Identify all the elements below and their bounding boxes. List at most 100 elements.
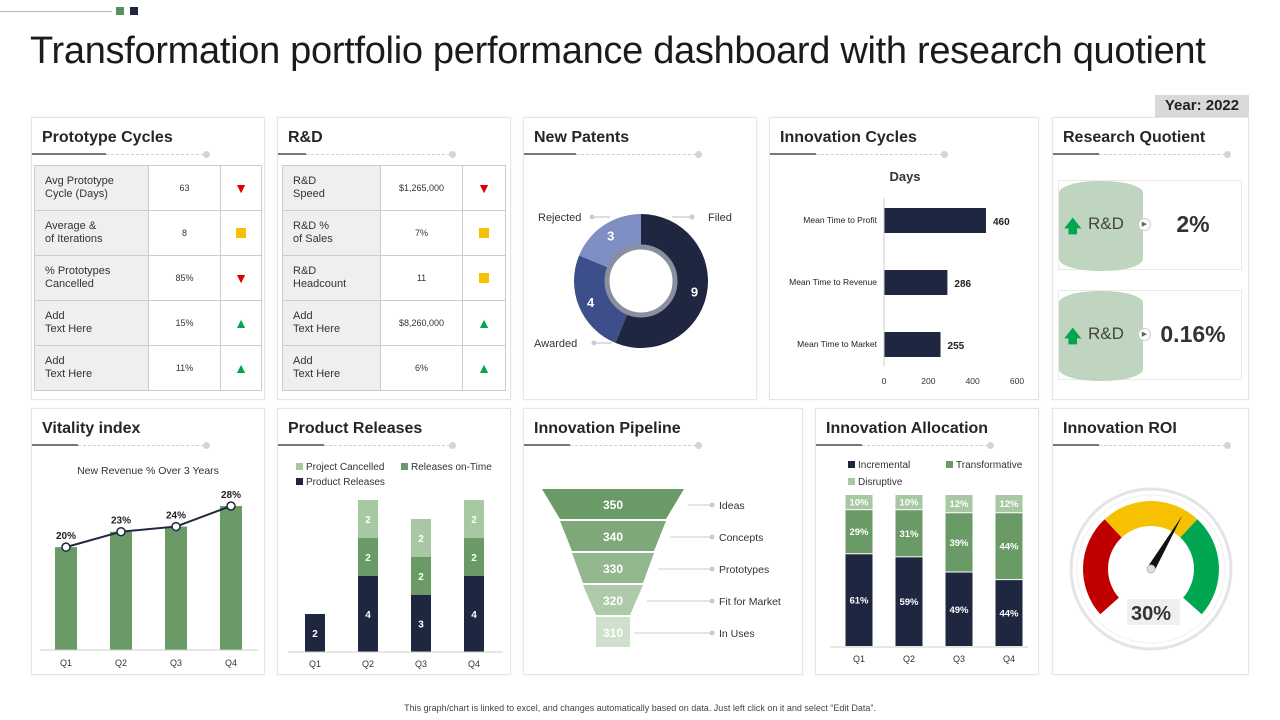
segment-value-label: 2: [312, 629, 318, 640]
funnel-stage-label: In Uses: [719, 628, 755, 640]
kpi-value: 7%: [380, 210, 463, 256]
donut-slice-awarded: [574, 255, 628, 343]
legend-label: Disruptive: [858, 477, 903, 488]
kpi-label-line: of Iterations: [45, 233, 103, 245]
kpi-label: Add Text Here: [282, 345, 381, 391]
segment-value-label: 4: [365, 610, 371, 621]
x-tick-label: Q4: [225, 658, 237, 668]
x-tick-label: Q2: [362, 659, 374, 669]
funnel-stage: [542, 489, 684, 519]
chart-title: Days: [889, 169, 920, 184]
donut-hole: [610, 250, 672, 312]
kpi-label-line: of Sales: [293, 233, 333, 245]
panel-title-dash: [306, 154, 450, 155]
table-row: Add Text Here $8,260,000 ▲: [282, 300, 506, 346]
funnel-value-label: 310: [603, 626, 623, 640]
panel-title-dot: [449, 442, 456, 449]
gauge-band: [1083, 519, 1122, 615]
data-label: 20%: [56, 531, 76, 542]
kpi-label-line: Text Here: [45, 368, 93, 380]
new-patents-donut-chart: 9 4 3 Rejected Filed Awarded: [534, 212, 732, 350]
stack-segment: [945, 572, 973, 646]
legend-swatch: [401, 463, 408, 470]
up-triangle-icon: ▲: [462, 300, 506, 346]
x-tick-label: Q4: [468, 659, 480, 669]
stack-segment: [845, 510, 873, 554]
yellow-square-icon: [462, 255, 506, 301]
down-triangle-icon: ▼: [462, 165, 506, 211]
yellow-square-icon: [220, 210, 262, 256]
x-tick-label: Q2: [903, 654, 915, 664]
vitality-index-chart: New Revenue % Over 3 Years 20% 23% 24% 28% Q1…: [40, 465, 258, 668]
kpi-value: 15%: [148, 300, 221, 346]
panel-title-underline: [524, 444, 570, 446]
funnel-value-label: 330: [603, 562, 623, 576]
gauge-needle-hub: [1146, 564, 1156, 574]
kpi-label-line: Add: [293, 355, 313, 367]
innovation-pipeline-panel: Innovation Pipeline 350 Ideas 340 Concepts 3…: [523, 408, 803, 675]
gauge-value-box: [1127, 599, 1180, 625]
gauge-inner-ring: [1076, 494, 1226, 644]
kpi-value: $1,265,000: [380, 165, 463, 211]
kpi-value: 11: [380, 255, 463, 301]
research-quotient-card: 🡅 R&D ▶ 0.16%: [1058, 290, 1242, 381]
segment-value-label: 29%: [849, 527, 869, 538]
stack-segment: [305, 614, 325, 652]
legend-swatch: [848, 478, 855, 485]
x-tick-label: 400: [966, 376, 980, 386]
segment-value-label: 10%: [849, 498, 869, 509]
panel-title: Innovation Pipeline: [534, 420, 681, 437]
kpi-label-line: R&D: [293, 265, 317, 277]
trend-point: [61, 542, 71, 552]
panel-title-dot: [695, 442, 702, 449]
kpi-label-line: Headcount: [293, 278, 347, 290]
kpi-label: Add Text Here: [34, 300, 149, 346]
donut-slice-rejected: [579, 214, 641, 268]
table-row: R&D % of Sales 7%: [282, 210, 506, 256]
product-releases-panel: Product Releases Project Cancelled Releas…: [277, 408, 511, 675]
segment-value-label: 4: [471, 610, 477, 621]
panel-title-dash: [576, 154, 696, 155]
kpi-label-line: Avg Prototype: [45, 175, 114, 187]
year-badge: Year: 2022: [1155, 95, 1249, 117]
accent-square-navy: [130, 7, 138, 15]
trend-point: [171, 521, 181, 532]
funnel-stage-label: Ideas: [719, 500, 745, 512]
donut-value-label: 9: [691, 285, 698, 300]
kpi-value: 6%: [380, 345, 463, 391]
x-tick-label: Q4: [1003, 654, 1015, 664]
panel-title-dash: [570, 445, 696, 446]
legend-label: Project Cancelled: [306, 462, 384, 473]
rq-value: 0.16%: [1160, 321, 1226, 347]
segment-value-label: 61%: [849, 596, 869, 607]
legend-label: Incremental: [858, 460, 910, 471]
segment-value-label: 2: [471, 515, 477, 526]
kpi-value: 8: [148, 210, 221, 256]
trend-point: [116, 526, 126, 537]
table-row: Add Text Here 11% ▲: [34, 345, 262, 391]
stack-segment: [995, 495, 1023, 513]
stack-segment: [845, 495, 873, 510]
donut-value-label: 3: [607, 229, 614, 244]
panel-title: Innovation Cycles: [780, 129, 917, 146]
stack-segment: [995, 513, 1023, 580]
panel-title-dot: [203, 442, 210, 449]
panel-title-underline: [524, 153, 576, 155]
stack-segment: [895, 510, 923, 557]
funnel-leader-dot: [709, 598, 715, 604]
rq-label-area: [1059, 181, 1143, 271]
table-row: Average & of Iterations 8: [34, 210, 262, 256]
panel-title-dash: [106, 154, 204, 155]
up-triangle-icon: ▲: [462, 345, 506, 391]
down-triangle-icon: ▼: [220, 255, 262, 301]
segment-value-label: 2: [471, 553, 477, 564]
kpi-value: 85%: [148, 255, 221, 301]
panel-title-dot: [203, 151, 210, 158]
table-row: % Prototypes Cancelled 85% ▼: [34, 255, 262, 301]
play-icon: ▶: [1138, 218, 1151, 231]
category-label: Mean Time to Revenue: [789, 277, 877, 287]
legend-swatch: [946, 461, 953, 468]
table-row: R&D Speed $1,265,000 ▼: [282, 165, 506, 211]
kpi-label: Average & of Iterations: [34, 210, 149, 256]
bar: [884, 332, 941, 357]
